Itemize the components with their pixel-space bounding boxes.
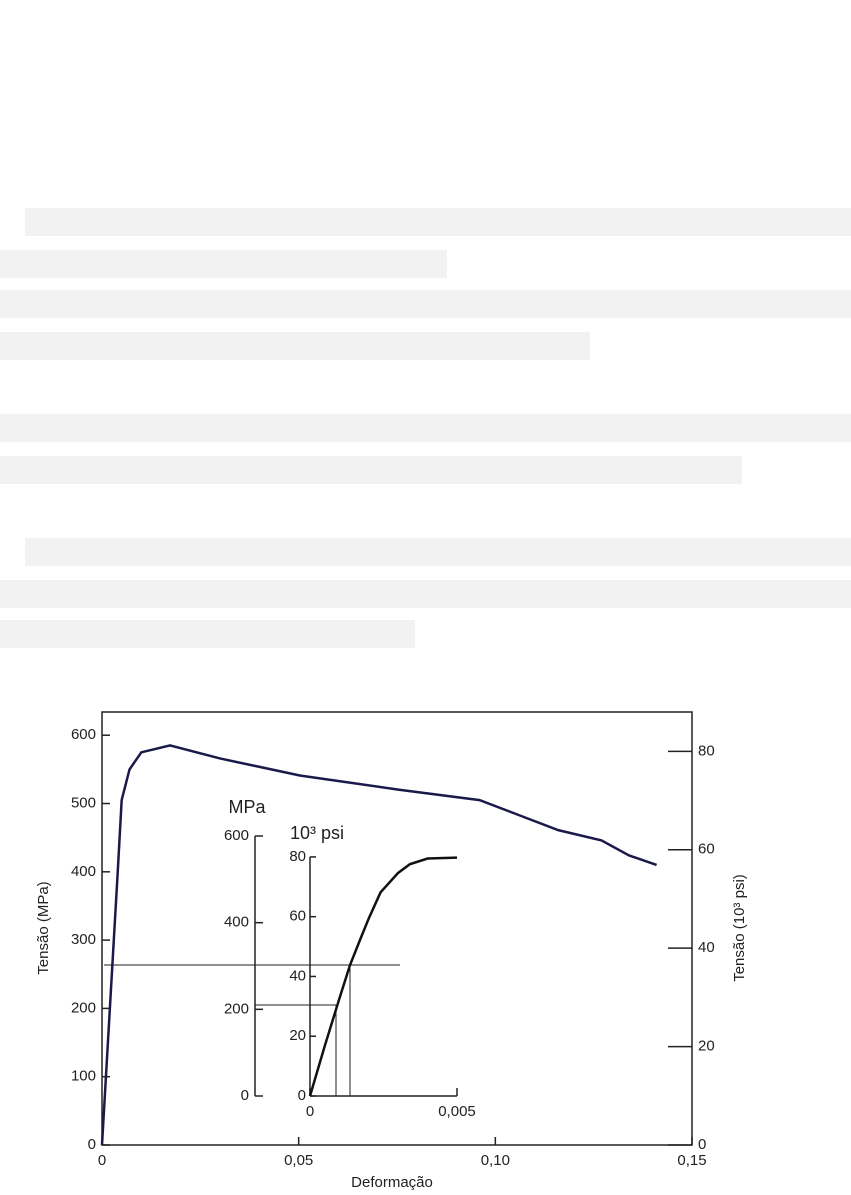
y2-tick-label: 80 bbox=[289, 848, 306, 865]
curve bbox=[100, 744, 658, 1146]
x-tick-label: 0 bbox=[98, 1152, 106, 1169]
redacted-line bbox=[0, 580, 851, 608]
y2-tick-label: 40 bbox=[698, 939, 715, 956]
curve bbox=[308, 856, 458, 1097]
plot-frame bbox=[101, 711, 693, 1146]
y-tick-label: 600 bbox=[224, 827, 249, 844]
y2-tick-label: 20 bbox=[289, 1027, 306, 1044]
inset-y2-label: 10³ psi bbox=[290, 823, 344, 843]
y-tick-label: 200 bbox=[224, 1000, 249, 1017]
y-tick-label: 0 bbox=[241, 1087, 249, 1104]
inset-y-label: MPa bbox=[228, 797, 266, 817]
y2-tick-label: 60 bbox=[698, 841, 715, 858]
x-tick-label: 0,15 bbox=[677, 1152, 706, 1169]
redacted-line bbox=[0, 414, 851, 442]
y2-tick-label: 60 bbox=[289, 908, 306, 925]
redacted-line bbox=[0, 290, 851, 318]
y-tick-label: 500 bbox=[71, 794, 96, 811]
y2-tick-label: 0 bbox=[698, 1136, 706, 1153]
y-tick-label: 0 bbox=[88, 1136, 96, 1153]
y-tick-label: 600 bbox=[71, 726, 96, 743]
x-axis-label: Deformação bbox=[351, 1174, 433, 1191]
y-axis-label: Tensão (MPa) bbox=[35, 881, 52, 974]
y2-tick-label: 0 bbox=[298, 1087, 306, 1104]
x-tick-label: 0,10 bbox=[481, 1152, 510, 1169]
redacted-line bbox=[0, 250, 447, 278]
y-tick-label: 100 bbox=[71, 1068, 96, 1085]
redacted-line bbox=[25, 208, 851, 236]
redacted-line bbox=[25, 538, 851, 566]
x-tick-label: 0,005 bbox=[438, 1103, 476, 1120]
redacted-line bbox=[0, 620, 415, 648]
y-tick-label: 400 bbox=[224, 914, 249, 931]
x-tick-label: 0 bbox=[306, 1103, 314, 1120]
y2-tick-label: 20 bbox=[698, 1038, 715, 1055]
redacted-line bbox=[0, 332, 590, 360]
y-tick-label: 200 bbox=[71, 999, 96, 1016]
x-tick-label: 0,05 bbox=[284, 1152, 313, 1169]
y2-tick-label: 80 bbox=[698, 742, 715, 759]
y-tick-label: 300 bbox=[71, 931, 96, 948]
y2-axis-label: Tensão (10³ psi) bbox=[731, 874, 748, 982]
redacted-line bbox=[0, 456, 742, 484]
y2-tick-label: 40 bbox=[289, 967, 306, 984]
y-tick-label: 400 bbox=[71, 863, 96, 880]
